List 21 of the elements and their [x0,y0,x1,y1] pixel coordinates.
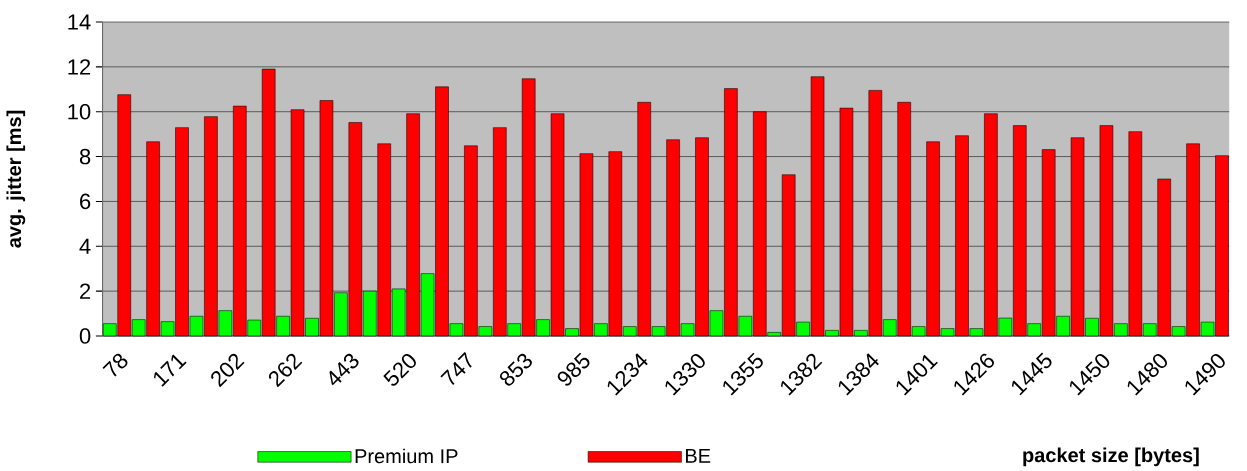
x-tick-label: 520 [383,354,416,386]
x-tick-label: 78 [102,353,128,377]
y-tick-label: 0 [79,328,91,344]
x-tick-label: 443 [329,353,359,386]
x-tick-label: 747 [440,351,472,386]
y-tick-label: 6 [80,193,91,210]
y-tick-label: 2 [80,283,91,299]
x-axis-title: packet size [bytes] [1023,447,1199,467]
x-tick-label: 171 [153,354,187,387]
x-tick-label: 853 [499,353,532,386]
x-tick-label: 262 [268,353,303,388]
y-tick-label: 8 [79,148,91,165]
x-tick-label: 985 [557,352,590,386]
legend-label: BE [686,448,711,463]
y-tick-label: 12 [68,59,91,75]
legend-label: Premium IP [355,448,458,464]
x-tick-label: 202 [211,353,245,388]
y-tick-label: 14 [68,14,91,30]
y-tick-label: 4 [79,238,91,254]
y-axis-title: avg. jitter [ms] [6,110,26,248]
y-tick-label: 10 [68,103,91,120]
